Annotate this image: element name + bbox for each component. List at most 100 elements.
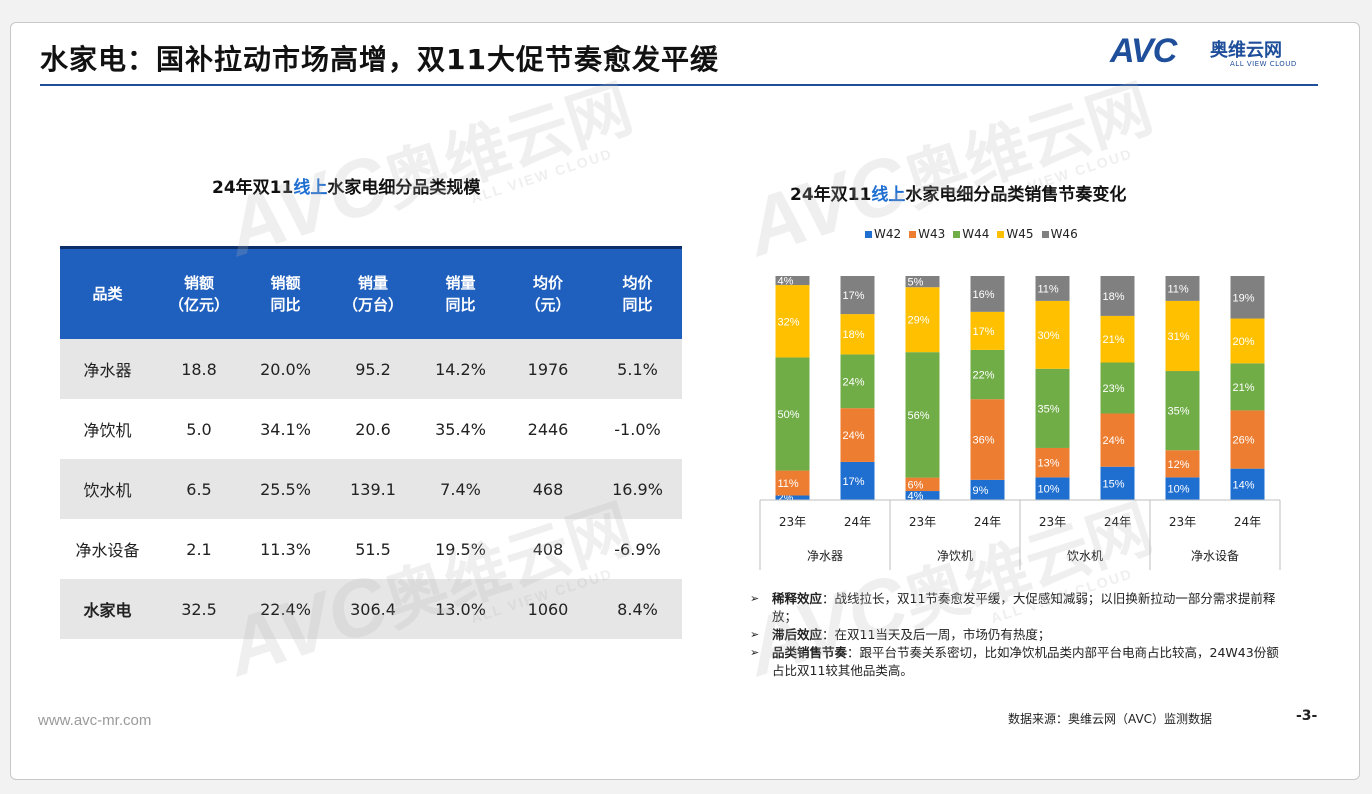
stacked-bar-chart: 2%11%50%32%4%23年17%24%24%18%17%24年4%6%56… [759, 276, 1281, 570]
title-divider [40, 84, 1318, 86]
table-row: 净水设备 2.1 11.3% 51.5 19.5% 408 -6.9% [60, 519, 682, 579]
data-label: 16% [973, 289, 995, 301]
data-label: 22% [973, 370, 995, 382]
table-cell: 11.3% [260, 539, 311, 559]
legend-item: W46 [1041, 227, 1078, 241]
data-label: 18% [843, 329, 865, 341]
data-label: 15% [1103, 478, 1125, 490]
data-label: 20% [1233, 336, 1255, 348]
table-cell: 20.0% [243, 339, 328, 399]
bar-segment [775, 357, 810, 471]
x-tick-label: 23年 [779, 515, 806, 529]
x-tick-label: 24年 [1104, 515, 1131, 529]
x-tick-label: 23年 [909, 515, 936, 529]
bar-segment [905, 287, 940, 353]
legend-label: W42 [874, 227, 902, 241]
table-cell: 51.5 [355, 539, 391, 559]
data-label: 24% [843, 376, 865, 388]
data-label: 29% [908, 315, 930, 327]
table-cell: -1.0% [614, 419, 661, 439]
logo-cn: 奥维云网 [1210, 40, 1282, 61]
legend-label: W46 [1050, 227, 1078, 241]
data-label: 11% [1038, 283, 1059, 295]
bar-segment [970, 479, 1005, 500]
bar-segment [1100, 315, 1135, 363]
data-label: 5% [908, 277, 924, 289]
data-label: 35% [1038, 403, 1060, 415]
data-label: 4% [908, 491, 924, 503]
table-header-cell: 销额 （亿元） [155, 246, 243, 339]
bar-segment [905, 477, 940, 492]
bar-segment [775, 276, 810, 286]
legend-label: W44 [962, 227, 990, 241]
table-cell: 饮水机 [60, 459, 155, 519]
data-label: 10% [1038, 484, 1060, 496]
page-title: 水家电：国补拉动市场高增，双11大促节奏愈发平缓 [40, 43, 719, 76]
legend-item: W43 [909, 227, 945, 241]
bar-segment [1165, 276, 1200, 301]
category-table: 品类 销额 （亿元） 销额 同比 销量 （万台） 销量 同比 均价 （元） 均价 同比 净水… [60, 246, 682, 639]
data-label: 24% [1103, 435, 1125, 447]
note-item: ➢ 滞后效应：在双11当天及后一周，市场仍有热度； [750, 627, 1051, 642]
table-cell: 139.1 [328, 459, 418, 519]
legend-item: W44 [953, 227, 989, 241]
bar-segment [775, 495, 810, 500]
legend-swatch [1041, 230, 1049, 238]
bar-segment [1035, 477, 1070, 500]
bar-segment [970, 349, 1005, 400]
table-cell: 8.4% [593, 579, 682, 639]
bar-segment [970, 311, 1005, 350]
arrow-bullet-icon: ➢ [750, 646, 760, 659]
table-cell: 25.5% [243, 459, 328, 519]
table-cell: 16.9% [593, 459, 682, 519]
bar-segment [970, 276, 1005, 312]
table-row-total: 水家电 32.5 22.4% 306.4 13.0% 1060 8.4% [60, 579, 682, 639]
table-cell: 1976 [503, 339, 593, 399]
table-cell: 7.4% [418, 459, 503, 519]
table-cell: 18.8 [155, 339, 243, 399]
bar-segment [1230, 276, 1265, 319]
table-row: 净饮机 5.0 34.1% 20.6 35.4% 2446 -1.0% [60, 399, 682, 459]
table-cell: 5.0 [186, 419, 212, 439]
legend-swatch [909, 230, 917, 238]
bar-segment [905, 491, 940, 500]
data-label: 18% [1103, 291, 1125, 303]
bar-segment [1035, 447, 1070, 478]
legend-label: W45 [1006, 227, 1034, 241]
bar-segment [1100, 413, 1135, 467]
table-title: 24年双11线上水家电细分品类规模 [212, 178, 481, 198]
data-label: 30% [1038, 330, 1060, 342]
table-header-cell: 销量 （万台） [328, 246, 418, 339]
x-tick-label: 23年 [1039, 515, 1066, 529]
data-label: 31% [1168, 331, 1190, 343]
table-cell: 306.4 [328, 579, 418, 639]
data-label: 12% [1168, 459, 1190, 471]
group-label: 净水器 [807, 549, 843, 563]
table-header-cell: 均价 同比 [593, 246, 682, 339]
brand-logo: AVC 奥维云网 ALL VIEW CLOUD [1110, 30, 1320, 80]
bar-segment [1100, 276, 1135, 316]
data-label: 21% [1103, 334, 1125, 346]
table-cell: 22.4% [243, 579, 328, 639]
data-label: 17% [843, 476, 865, 488]
table-cell: 34.1% [260, 419, 311, 439]
bar-segment [1035, 276, 1070, 301]
bar-segment [1165, 300, 1200, 372]
bar-segment [905, 352, 940, 478]
bar-segment [775, 470, 810, 496]
legend-item: W42 [865, 227, 901, 241]
table-header-cell: 销量 同比 [418, 246, 503, 339]
bar-segment [1230, 363, 1265, 411]
bar-segment [1165, 477, 1200, 500]
arrow-bullet-icon: ➢ [750, 592, 760, 605]
data-label: 35% [1168, 406, 1190, 418]
bar-segment [840, 408, 875, 462]
table-cell: 20.6 [355, 419, 391, 439]
data-source: 数据来源：奥维云网（AVC）监测数据 [1008, 712, 1213, 726]
footer-url[interactable]: www.avc-mr.com [38, 712, 152, 729]
table-row: 净水器 18.8 20.0% 95.2 14.2% 1976 5.1% [60, 339, 682, 399]
data-label: 11% [778, 478, 799, 490]
bar-segment [1035, 368, 1070, 448]
data-label: 11% [1168, 283, 1189, 295]
data-label: 4% [778, 276, 794, 288]
